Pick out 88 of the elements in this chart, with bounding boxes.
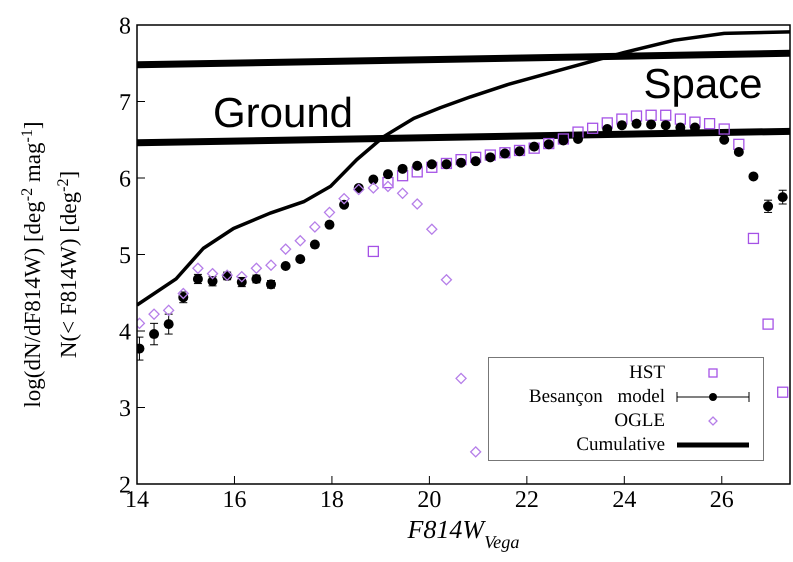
point xyxy=(719,134,730,145)
point xyxy=(674,113,686,125)
point xyxy=(660,120,671,130)
annotation: Ground xyxy=(212,89,354,136)
point xyxy=(646,119,656,130)
point xyxy=(586,122,598,134)
point xyxy=(470,156,481,166)
point xyxy=(689,116,701,128)
point xyxy=(616,120,627,130)
legend-label: HST xyxy=(628,362,665,384)
point xyxy=(398,164,408,174)
point xyxy=(485,152,496,162)
point xyxy=(456,158,466,168)
point xyxy=(163,304,174,316)
point xyxy=(455,372,467,384)
point xyxy=(616,113,628,125)
point xyxy=(426,224,438,235)
point xyxy=(558,133,570,145)
point xyxy=(280,243,292,255)
point xyxy=(426,159,437,170)
point xyxy=(250,262,262,274)
point xyxy=(440,274,452,286)
point xyxy=(778,192,788,202)
point xyxy=(412,160,422,171)
point xyxy=(164,319,174,330)
point xyxy=(324,220,334,230)
point xyxy=(265,260,277,271)
y-tick-label: 7 xyxy=(119,90,131,116)
point xyxy=(178,288,189,300)
point xyxy=(645,110,657,121)
point xyxy=(382,180,394,192)
x-tick-label: 26 xyxy=(710,487,734,514)
point xyxy=(192,262,204,274)
point xyxy=(396,188,408,199)
point xyxy=(412,198,423,210)
point xyxy=(470,152,482,163)
point xyxy=(310,240,320,250)
point xyxy=(602,117,613,129)
point xyxy=(660,110,672,121)
point xyxy=(382,169,393,180)
y-tick-label: 4 xyxy=(119,320,131,346)
y-tick-label: 8 xyxy=(119,14,131,40)
point xyxy=(484,149,496,161)
annotation: Space xyxy=(643,60,763,107)
point xyxy=(631,118,642,129)
point xyxy=(294,235,306,246)
point xyxy=(324,206,336,218)
y-tick-label: 6 xyxy=(119,166,131,193)
x-axis-title: F814W$_{Vega}$ xyxy=(406,515,520,552)
point xyxy=(748,171,758,182)
legend-label: Besançon model xyxy=(528,386,665,408)
point xyxy=(412,166,423,178)
point xyxy=(718,123,730,135)
line-series xyxy=(137,30,790,307)
point xyxy=(309,221,321,233)
point xyxy=(455,154,467,166)
point xyxy=(704,118,716,130)
point xyxy=(734,146,744,157)
point xyxy=(762,318,774,330)
point xyxy=(733,138,744,150)
y-tick-label: 3 xyxy=(119,396,131,422)
point xyxy=(236,271,248,282)
point xyxy=(748,232,760,244)
point xyxy=(368,182,379,194)
point xyxy=(206,268,218,280)
legend-label: OGLE xyxy=(613,410,665,432)
point xyxy=(572,126,584,138)
point xyxy=(149,329,160,340)
point xyxy=(148,308,160,320)
point xyxy=(295,254,306,264)
point xyxy=(353,184,364,196)
point xyxy=(368,174,378,185)
point xyxy=(426,162,438,173)
point xyxy=(280,260,291,271)
x-tick-label: 16 xyxy=(222,487,246,514)
point xyxy=(777,386,788,398)
x-tick-label: 24 xyxy=(612,487,636,514)
point xyxy=(470,446,482,458)
point xyxy=(382,176,394,188)
x-tick-label: 22 xyxy=(514,487,539,514)
point xyxy=(630,110,642,122)
point xyxy=(368,246,379,258)
point xyxy=(396,170,408,182)
y-tick-label: 5 xyxy=(119,243,131,270)
x-tick-label: 18 xyxy=(320,487,344,514)
legend-label: Cumulative xyxy=(575,434,665,456)
x-tick-label: 20 xyxy=(417,487,442,514)
point xyxy=(338,193,350,204)
